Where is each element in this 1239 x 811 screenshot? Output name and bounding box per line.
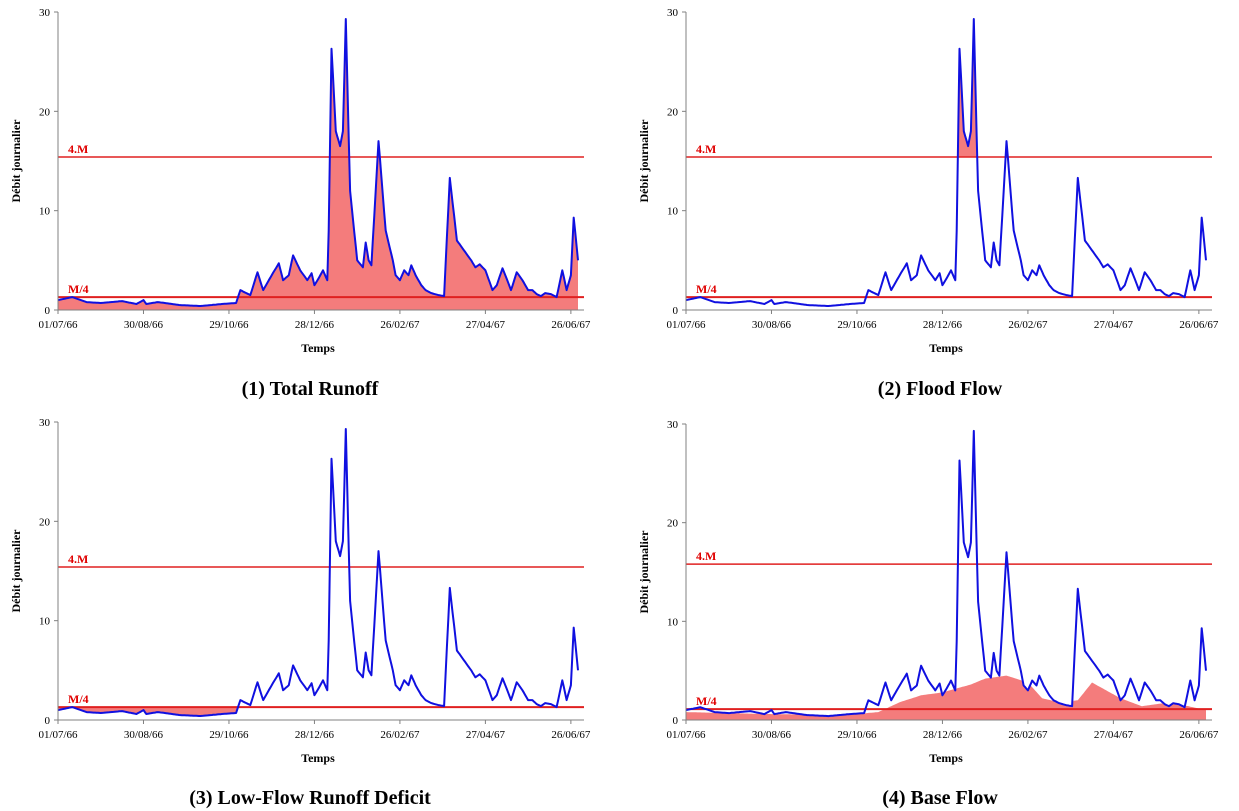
y-tick-label: 0 <box>673 305 679 317</box>
y-tick-label: 20 <box>667 106 679 118</box>
y-tick-label: 20 <box>39 106 51 118</box>
chart-caption-3: (3) Low-Flow Runoff Deficit <box>189 787 431 809</box>
reference-label-low: M/4 <box>696 694 717 708</box>
x-tick-label: 27/04/67 <box>1094 729 1134 741</box>
x-axis-label: Temps <box>929 341 963 355</box>
reference-label-high: 4.M <box>696 142 716 156</box>
x-tick-label: 30/08/66 <box>752 729 792 741</box>
chart-caption-4: (4) Base Flow <box>882 787 998 809</box>
reference-label-low: M/4 <box>68 692 89 706</box>
y-tick-label: 20 <box>39 516 51 528</box>
x-tick-label: 01/07/66 <box>666 729 706 741</box>
chart-flood-flow: 4.M M/4 0 10 20 30 01/07/66 30/08/66 29/10/66 28/… <box>637 7 1219 355</box>
x-tick-label: 01/07/66 <box>38 319 78 331</box>
y-tick-label: 30 <box>39 7 51 19</box>
total-runoff-area <box>58 19 578 310</box>
x-tick-label: 26/02/67 <box>1008 729 1048 741</box>
x-tick-label: 27/04/67 <box>1094 319 1134 331</box>
chart-panel-3: 4.M M/4 0 10 20 30 01/07/66 30/08/66 29/10/66 28/… <box>0 410 615 785</box>
reference-label-low: M/4 <box>696 282 717 296</box>
y-axis-label: Débit journalier <box>9 529 23 613</box>
chart-caption-1: (1) Total Runoff <box>241 378 379 400</box>
x-tick-label: 28/12/66 <box>295 319 335 331</box>
y-tick-label: 10 <box>39 206 51 218</box>
x-tick-label: 26/02/67 <box>380 319 420 331</box>
x-tick-label: 27/04/67 <box>466 319 506 331</box>
x-tick-label: 26/06/67 <box>1179 729 1219 741</box>
y-tick-label: 30 <box>39 417 51 429</box>
x-tick-label: 29/10/66 <box>837 319 877 331</box>
x-axis-label: Temps <box>301 341 335 355</box>
y-tick-label: 30 <box>667 7 679 19</box>
x-tick-label: 26/02/67 <box>380 729 420 741</box>
x-axis-label: Temps <box>301 751 335 765</box>
y-tick-label: 30 <box>667 419 679 431</box>
daily-flow-line <box>57 428 579 717</box>
chart-panel-1: 4.M M/4 0 10 20 30 01/07/66 30/08/66 29/10/66 28/… <box>0 0 615 375</box>
x-tick-label: 29/10/66 <box>209 729 249 741</box>
x-tick-label: 30/08/66 <box>752 319 792 331</box>
low-flow-deficit-area <box>58 707 578 716</box>
x-tick-label: 28/12/66 <box>923 729 963 741</box>
x-tick-label: 29/10/66 <box>209 319 249 331</box>
reference-label-high: 4.M <box>68 552 88 566</box>
daily-flow-line <box>57 18 579 307</box>
y-tick-label: 0 <box>45 715 51 727</box>
daily-flow-line <box>685 429 1207 718</box>
daily-flow-line <box>685 18 1207 307</box>
chart-total-runoff: 4.M M/4 0 10 20 30 01/07/66 30/08/66 29/10/66 28/… <box>9 7 591 355</box>
x-tick-label: 26/02/67 <box>1008 319 1048 331</box>
x-tick-label: 29/10/66 <box>837 729 877 741</box>
x-tick-label: 30/08/66 <box>124 729 164 741</box>
y-tick-label: 10 <box>39 616 51 628</box>
chart-low-flow-deficit: 4.M M/4 0 10 20 30 01/07/66 30/08/66 29/10/66 28/… <box>9 417 591 765</box>
y-tick-label: 0 <box>673 715 679 727</box>
y-axis-label: Débit journalier <box>637 530 651 614</box>
x-tick-label: 26/06/67 <box>551 319 591 331</box>
reference-label-high: 4.M <box>696 549 716 563</box>
y-axis-label: Débit journalier <box>9 119 23 203</box>
y-tick-label: 0 <box>45 305 51 317</box>
x-tick-label: 27/04/67 <box>466 729 506 741</box>
x-tick-label: 28/12/66 <box>923 319 963 331</box>
x-tick-label: 28/12/66 <box>295 729 335 741</box>
x-tick-label: 26/06/67 <box>1179 319 1219 331</box>
reference-label-high: 4.M <box>68 142 88 156</box>
chart-panel-4: 4.M M/4 0 10 20 30 01/07/66 30/08/66 29/10/66 28/… <box>628 410 1239 785</box>
reference-label-low: M/4 <box>68 282 89 296</box>
x-tick-label: 30/08/66 <box>124 319 164 331</box>
x-tick-label: 26/06/67 <box>551 729 591 741</box>
y-axis-label: Débit journalier <box>637 119 651 203</box>
chart-base-flow: 4.M M/4 0 10 20 30 01/07/66 30/08/66 29/10/66 28/… <box>637 419 1219 765</box>
x-tick-label: 01/07/66 <box>38 729 78 741</box>
chart-panel-2: 4.M M/4 0 10 20 30 01/07/66 30/08/66 29/10/66 28/… <box>628 0 1239 375</box>
y-tick-label: 20 <box>667 518 679 530</box>
x-tick-label: 01/07/66 <box>666 319 706 331</box>
y-tick-label: 10 <box>667 616 679 628</box>
chart-caption-2: (2) Flood Flow <box>877 378 1003 400</box>
y-tick-label: 10 <box>667 206 679 218</box>
x-axis-label: Temps <box>929 751 963 765</box>
